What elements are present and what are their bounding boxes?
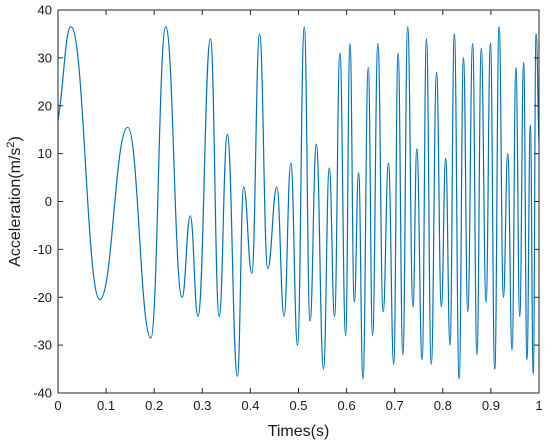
y-axis-label-base: Acceleration(m/s bbox=[7, 148, 24, 267]
y-tick-label: -40 bbox=[33, 386, 52, 401]
y-tick-label: 40 bbox=[38, 3, 52, 18]
y-axis-label-close: ) bbox=[7, 136, 24, 141]
x-tick-label: 0.1 bbox=[97, 398, 115, 413]
y-tick-label: -30 bbox=[33, 338, 52, 353]
x-tick-label: 1 bbox=[535, 398, 542, 413]
x-tick-label: 0.3 bbox=[193, 398, 211, 413]
x-tick-label: 0 bbox=[54, 398, 61, 413]
y-tick-label: 0 bbox=[45, 194, 52, 209]
y-tick-label: -20 bbox=[33, 290, 52, 305]
x-tick-label: 0.7 bbox=[386, 398, 404, 413]
x-tick-label: 0.6 bbox=[338, 398, 356, 413]
plot-area bbox=[58, 26, 539, 380]
x-axis-label: Times(s) bbox=[268, 423, 330, 440]
x-tick-label: 0.5 bbox=[289, 398, 307, 413]
x-tick-label: 0.4 bbox=[241, 398, 259, 413]
axes: 0 0.1 0.2 0.3 0.4 0.5 0.6 0.7 0.8 0.9 1 -40 -30 -20 -1… bbox=[33, 3, 542, 414]
x-tick-label: 0.2 bbox=[145, 398, 163, 413]
y-tick-label: 20 bbox=[38, 98, 52, 113]
x-tick-label: 0.9 bbox=[482, 398, 500, 413]
x-tick-label: 0.8 bbox=[434, 398, 452, 413]
y-tick-label: 10 bbox=[38, 146, 52, 161]
y-axis-label: Acceleration(m/s2) bbox=[5, 136, 24, 267]
y-axis-label-superscript: 2 bbox=[5, 142, 17, 148]
y-tick-label: 30 bbox=[38, 50, 52, 65]
y-tick-label: -10 bbox=[33, 242, 52, 257]
acceleration-series-line bbox=[58, 26, 539, 380]
